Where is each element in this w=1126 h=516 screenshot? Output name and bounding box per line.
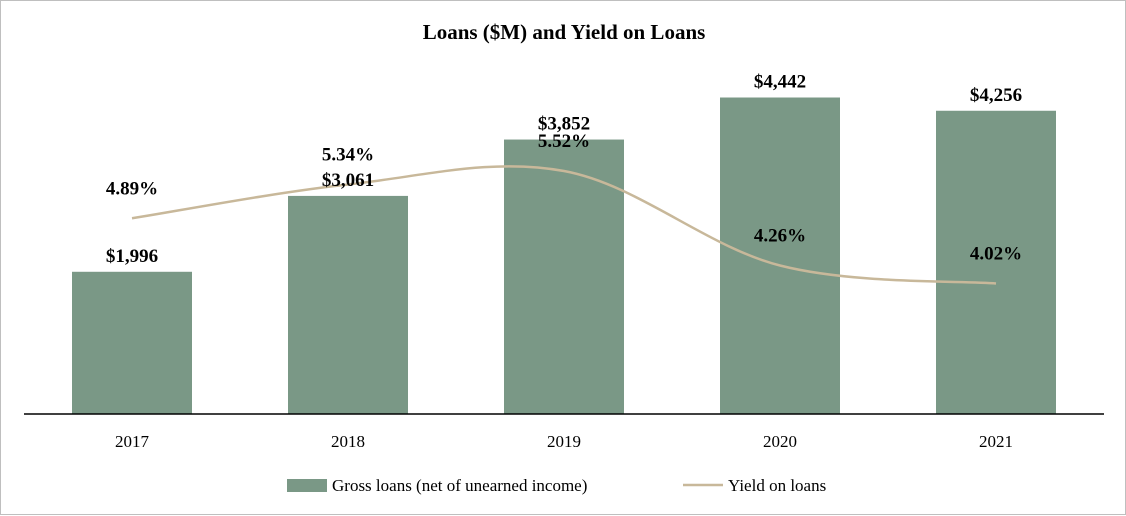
x-tick-2019: 2019 (547, 432, 581, 451)
legend-bar-label: Gross loans (net of unearned income) (332, 476, 587, 495)
data-labels-layer: $1,996 $3,061 $3,852 $4,442 $4,256 4.89% 5.34%… (106, 72, 1022, 267)
x-axis: 2017 2018 2019 2020 2021 (24, 413, 1104, 451)
bar-2018 (288, 195, 408, 414)
bar-value-label-2021: $4,256 (970, 85, 1022, 106)
yield-label-2019: 5.52% (538, 131, 590, 152)
bar-value-label-2020: $4,442 (754, 72, 806, 93)
x-tick-2020: 2020 (763, 432, 797, 451)
bar-2017 (72, 271, 192, 414)
yield-line (131, 165, 997, 285)
yield-line-layer (131, 165, 997, 285)
bar-2020 (720, 97, 840, 414)
legend-bar-swatch (287, 479, 327, 492)
bar-2019 (504, 139, 624, 415)
yield-label-2018: 5.34% (322, 145, 374, 166)
yield-label-2020: 4.26% (754, 226, 806, 247)
x-tick-2021: 2021 (979, 432, 1013, 451)
bar-value-label-2019: $3,852 (538, 114, 590, 135)
yield-label-2021: 4.02% (970, 244, 1022, 265)
yield-label-2017: 4.89% (106, 178, 158, 199)
x-tick-2018: 2018 (331, 432, 365, 451)
chart-title: Loans ($M) and Yield on Loans (423, 20, 706, 44)
legend-line-label: Yield on loans (728, 476, 826, 495)
bar-value-label-2017: $1,996 (106, 246, 158, 267)
bars-layer (72, 97, 1056, 415)
legend: Gross loans (net of unearned income) Yie… (287, 476, 826, 495)
x-tick-2017: 2017 (115, 432, 150, 451)
bar-2021 (936, 110, 1056, 414)
bar-value-label-2018: $3,061 (322, 170, 374, 191)
